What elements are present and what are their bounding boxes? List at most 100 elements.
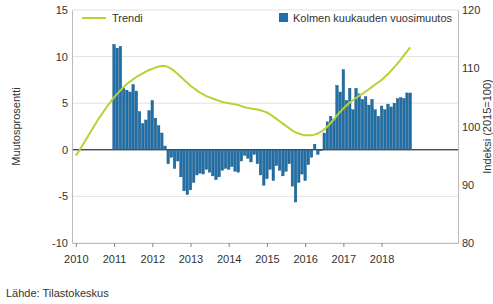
tick: 120 bbox=[458, 4, 480, 16]
bar bbox=[275, 150, 278, 166]
bar bbox=[151, 100, 154, 149]
bar bbox=[224, 150, 227, 169]
bar bbox=[317, 150, 320, 155]
tick-label: 80 bbox=[462, 237, 474, 249]
bar bbox=[227, 150, 230, 170]
bar bbox=[278, 150, 281, 171]
chart: 201020112012201320142015201620172018-10-… bbox=[0, 0, 493, 304]
tick-label: 2013 bbox=[179, 253, 203, 265]
bar bbox=[170, 150, 173, 157]
grid bbox=[72, 10, 458, 243]
bar bbox=[215, 150, 218, 180]
tick-mark bbox=[382, 243, 383, 247]
bar bbox=[399, 98, 402, 150]
bar bbox=[129, 92, 132, 150]
bar bbox=[183, 150, 186, 191]
tick: 2017 bbox=[332, 243, 356, 265]
tick-mark bbox=[190, 243, 191, 247]
bar bbox=[176, 150, 179, 161]
bar bbox=[231, 150, 234, 167]
trend-line bbox=[76, 47, 410, 155]
legend: TrendiKolmen kuukauden vuosimuutos bbox=[82, 12, 453, 24]
bar bbox=[125, 90, 128, 150]
bar bbox=[192, 150, 195, 183]
bar bbox=[368, 105, 371, 150]
tick-label: 10 bbox=[56, 51, 68, 63]
bar bbox=[132, 85, 135, 150]
tick-mark bbox=[305, 243, 306, 247]
tick: 2013 bbox=[179, 243, 203, 265]
bar bbox=[237, 150, 240, 172]
tick-label: 2015 bbox=[255, 253, 279, 265]
bar bbox=[390, 107, 393, 150]
grid-line bbox=[72, 56, 458, 57]
legend-item: Trendi bbox=[82, 12, 143, 24]
tick-label: 2012 bbox=[141, 253, 165, 265]
bar bbox=[403, 99, 406, 150]
tick-label: 90 bbox=[462, 179, 474, 191]
y2-axis-title: Indeksi (2015=100) bbox=[481, 79, 493, 173]
tick-mark bbox=[76, 243, 77, 247]
tick: 2012 bbox=[141, 243, 165, 265]
bar bbox=[138, 112, 141, 150]
bar bbox=[323, 133, 326, 150]
tick-mark bbox=[343, 243, 344, 247]
bar bbox=[364, 97, 367, 150]
bar bbox=[157, 126, 160, 150]
tick-label: 2011 bbox=[103, 253, 127, 265]
tick: 5 bbox=[62, 97, 72, 109]
tick-label: 2017 bbox=[332, 253, 356, 265]
tick: 2014 bbox=[217, 243, 241, 265]
bar bbox=[259, 150, 262, 175]
bar bbox=[352, 110, 355, 150]
bar bbox=[387, 104, 390, 150]
tick: 2016 bbox=[293, 243, 317, 265]
bar bbox=[221, 150, 224, 171]
tick-mark bbox=[152, 243, 153, 247]
bar bbox=[333, 119, 336, 150]
tick: 100 bbox=[458, 121, 480, 133]
grid-line bbox=[72, 196, 458, 197]
bar bbox=[310, 150, 313, 157]
tick-label: 100 bbox=[462, 121, 480, 133]
bar bbox=[243, 150, 246, 156]
tick-label: 110 bbox=[462, 62, 480, 74]
plot-area bbox=[76, 44, 412, 202]
bar bbox=[189, 150, 192, 190]
legend-swatch bbox=[279, 13, 288, 22]
tick-label: -5 bbox=[58, 190, 68, 202]
legend-swatch bbox=[82, 17, 106, 19]
bar bbox=[269, 150, 272, 170]
bar bbox=[199, 150, 202, 173]
bar bbox=[348, 88, 351, 150]
tick: 2015 bbox=[255, 243, 279, 265]
tick: 2018 bbox=[370, 243, 394, 265]
bar bbox=[240, 150, 243, 161]
tick-mark bbox=[267, 243, 268, 247]
bar bbox=[145, 120, 148, 150]
bar bbox=[119, 46, 122, 149]
tick-mark bbox=[114, 243, 115, 247]
axis-line bbox=[458, 11, 459, 244]
bar bbox=[304, 150, 307, 181]
bar bbox=[250, 150, 253, 162]
bar bbox=[173, 150, 176, 169]
bar bbox=[358, 94, 361, 150]
bar bbox=[361, 99, 364, 149]
bar bbox=[161, 133, 164, 150]
bar bbox=[374, 110, 377, 150]
bar bbox=[301, 150, 304, 174]
bar bbox=[307, 150, 310, 165]
bar bbox=[297, 150, 300, 183]
tick-label: 15 bbox=[56, 4, 68, 16]
bar bbox=[122, 88, 125, 150]
bar bbox=[291, 150, 294, 186]
tick: -5 bbox=[58, 190, 72, 202]
y-axis: -10-5051015 bbox=[52, 4, 72, 249]
bar bbox=[180, 150, 183, 177]
bar bbox=[247, 150, 250, 158]
tick-label: 0 bbox=[62, 144, 68, 156]
bar bbox=[154, 118, 157, 150]
legend-label: Trendi bbox=[112, 12, 143, 24]
bar bbox=[148, 111, 151, 150]
